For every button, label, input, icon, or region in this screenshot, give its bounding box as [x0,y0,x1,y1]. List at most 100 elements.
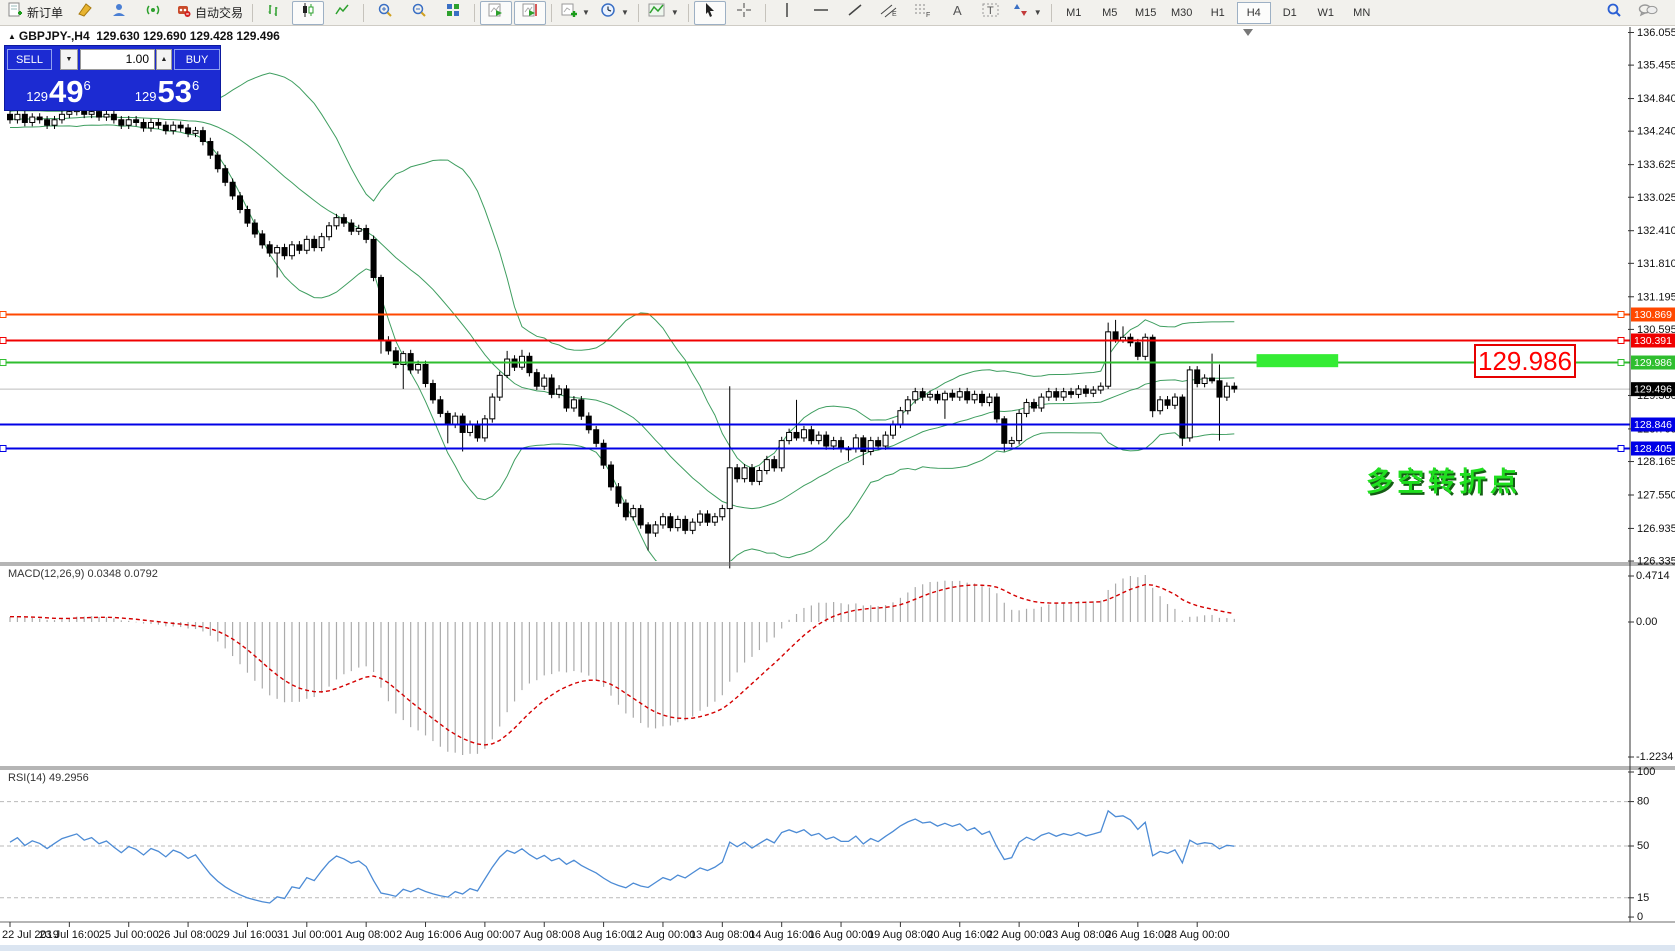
sell-button[interactable]: SELL [7,49,52,70]
hline-handle[interactable] [1617,311,1625,318]
hline-handle[interactable] [1617,444,1625,452]
hline-price-badge-label: 130.391 [1634,335,1672,347]
macd-histogram-bar [1166,604,1169,622]
macd-histogram-bar [1011,609,1013,622]
hline-handle[interactable] [0,311,7,318]
macd-histogram-bar [335,622,338,680]
hline-price-badge [1631,333,1675,348]
candle-body [964,391,971,401]
vertical-line-button[interactable] [771,1,803,25]
sell-price[interactable]: 129 49 6 [7,72,110,109]
timeframe-h4-button[interactable]: H4 [1236,1,1271,24]
crosshair-button[interactable] [728,1,760,25]
chart-shift-marker[interactable] [1243,29,1253,36]
candle-body [904,399,911,412]
timeframe-w1-button[interactable]: W1 [1317,6,1334,19]
timeframe-h1-button[interactable]: H1 [1210,6,1225,19]
candle-body [363,228,370,240]
hline-handle[interactable] [0,336,7,344]
candle-body [1053,391,1060,398]
timeframe-m30-button[interactable]: M30 [1171,6,1193,19]
horizontal-line-button[interactable] [805,1,837,25]
trendline-button[interactable] [839,1,871,25]
zoom-out-button[interactable] [403,1,435,25]
community-button[interactable] [103,1,135,25]
new-chart-button[interactable]: ▼ [557,1,594,25]
timeframe-mn-button[interactable]: MN [1353,6,1371,19]
signals-button[interactable] [137,1,169,25]
hline-handle[interactable] [0,444,7,452]
volume-increase-button[interactable]: ▲ [156,49,172,70]
equidistant-channel-button[interactable]: E [873,1,905,25]
macd-histogram-bar [1107,589,1109,622]
text-button[interactable]: A [941,1,973,25]
chat-button[interactable] [1632,1,1664,25]
macd-histogram-bar [1218,617,1221,622]
person-icon [111,2,127,23]
timeframe-m1-button[interactable]: M1 [1066,6,1082,19]
bar-chart-button[interactable] [258,1,290,25]
text-label-button[interactable]: T [975,1,1007,25]
candle-body [823,434,830,447]
macd-histogram-bar [499,622,501,727]
buy-price-big: 53 [157,74,192,109]
candle-body [637,508,644,526]
candlestick-chart-button[interactable] [292,0,325,25]
candle-body [481,418,488,439]
price-callout-box[interactable]: 129.986 [1474,344,1576,378]
highlight-zone[interactable] [1256,354,1339,368]
macd-histogram-bar [172,622,174,627]
zoom-out-icon [411,2,427,23]
toolbar-separator [764,3,766,22]
macd-histogram-bar [454,622,456,753]
svg-text:A: A [953,3,962,18]
volume-decrease-button[interactable]: ▼ [60,49,78,70]
timeframe-m15-button[interactable]: M15 [1135,6,1157,19]
cursor-button[interactable] [693,0,726,25]
candle-body [96,111,103,118]
fibonacci-button[interactable]: F [907,1,939,25]
autotrading-button[interactable]: 自动交易 [171,1,247,25]
chart-area[interactable]: 136.055 135.455 134.840 134.240 133.625 133.0… [0,26,1675,951]
signal-icon [145,2,161,23]
hlines-layer [0,311,1630,452]
hline-handle[interactable] [1617,336,1625,344]
volume-input[interactable]: 1.00 [80,49,155,70]
macd-histogram-bar [565,622,568,673]
buy-button[interactable]: BUY [174,49,220,70]
toolbar-separator [363,3,365,22]
tile-windows-button[interactable] [437,1,469,25]
rsi-scale-label: 50 [1637,840,1649,852]
bottom-scroll-strip[interactable] [0,945,1675,951]
line-chart-button[interactable] [326,1,358,25]
zoom-in-button[interactable] [369,1,401,25]
price-tick-label: 127.550 [1637,489,1675,501]
hline-handle[interactable] [0,359,7,367]
timeframe-d1-button[interactable]: D1 [1282,6,1297,19]
arrows-button[interactable]: ▼ [1009,1,1046,25]
candle-body [800,429,807,439]
candle-body [192,130,199,134]
candle-body [585,415,592,431]
buy-button-label: BUY [185,53,209,66]
hline-handle[interactable] [1617,359,1625,367]
candle-body [133,119,140,123]
macd-histogram-bar [810,605,812,622]
indicators-button[interactable]: ▼ [644,1,683,25]
macd-histogram-bar [595,622,597,681]
timeframe-m5-button[interactable]: M5 [1102,6,1118,19]
macd-histogram-bar [358,622,360,668]
favorites-button[interactable] [69,1,101,25]
auto-scroll-button[interactable] [480,0,513,25]
macd-histogram-bar [662,622,664,727]
candle-body [682,518,689,531]
buy-price[interactable]: 129 53 6 [115,72,219,109]
search-button[interactable] [1598,1,1630,25]
macd-histogram-bar [677,622,679,723]
chart-shift-button[interactable] [514,0,547,25]
macd-histogram-bar [1033,608,1035,622]
new-order-button[interactable]: 新订单 [3,1,67,25]
macd-histogram-bar [669,622,671,726]
period-presets-button[interactable]: ▼ [596,1,633,25]
